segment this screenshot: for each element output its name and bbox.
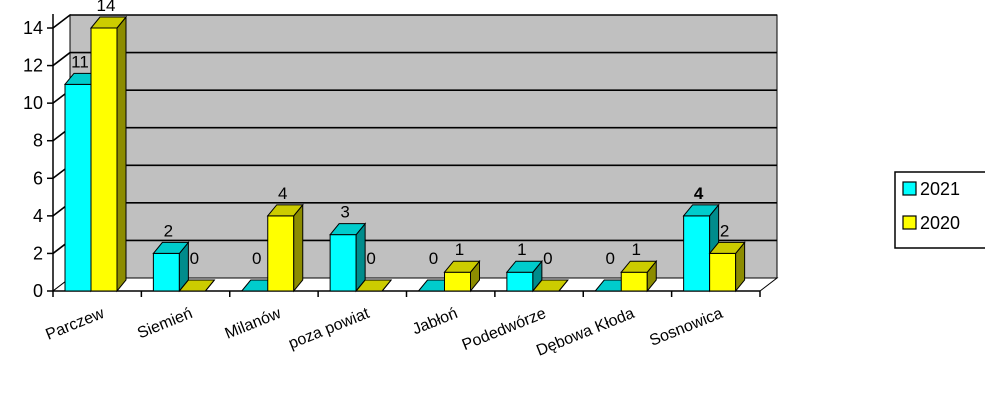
data-label: 0 <box>606 249 615 268</box>
bar-top <box>89 16 128 29</box>
x-tick-label: Siemień <box>135 305 195 342</box>
y-tick-label: 14 <box>23 18 43 38</box>
bar <box>89 15 128 293</box>
data-label: 4 <box>694 184 704 203</box>
legend-entry: 2020 <box>920 213 960 233</box>
y-tick-label: 12 <box>23 56 43 76</box>
data-label: 0 <box>190 249 199 268</box>
bar <box>708 241 746 293</box>
bar-front <box>709 252 737 292</box>
bar-front <box>444 271 471 292</box>
bar <box>355 279 393 292</box>
bar-front <box>64 83 92 292</box>
bar <box>178 279 216 292</box>
bar <box>505 259 543 293</box>
bar-front <box>683 215 711 292</box>
x-tick-label: poza powiat <box>286 305 372 353</box>
y-tick-labels: 0 2 4 6 8 10 12 14 <box>23 18 43 301</box>
bar-front <box>152 252 180 292</box>
data-label: 11 <box>71 52 89 71</box>
data-label: 0 <box>366 249 375 268</box>
x-tick-labels: Parczew Siemień Milanów poza powiat Jabłoń Po… <box>43 305 725 360</box>
y-tick-label: 2 <box>33 243 43 263</box>
bar-top <box>620 260 658 273</box>
bar <box>531 279 569 292</box>
x-tick-label: Jabłoń <box>410 305 460 338</box>
legend-swatch <box>902 215 917 230</box>
data-label: 0 <box>429 249 438 268</box>
bar-side <box>293 203 304 293</box>
x-tick-label: Sosnowica <box>647 305 725 350</box>
bar <box>266 203 304 293</box>
bar-top <box>505 260 543 273</box>
data-label: 2 <box>720 221 729 240</box>
gridline <box>52 51 777 67</box>
x-tick-label: Dębowa Kłoda <box>534 305 637 360</box>
y-tick-label: 4 <box>33 206 43 226</box>
bar-top <box>152 241 190 254</box>
data-label: 3 <box>340 203 349 222</box>
bars <box>63 15 746 293</box>
x-tick-label: Milanów <box>223 305 284 343</box>
bar-top <box>708 241 746 254</box>
bar-front <box>90 27 118 292</box>
legend-entry: 2021 <box>920 179 960 199</box>
bar <box>443 259 481 293</box>
bar-side <box>116 15 127 293</box>
data-label: 0 <box>543 249 552 268</box>
bar-top <box>355 279 393 292</box>
y-tick-label: 0 <box>33 281 43 301</box>
bar <box>152 241 190 293</box>
y-tick-label: 6 <box>33 168 43 188</box>
bar <box>329 222 367 293</box>
bar-top <box>266 204 304 217</box>
legend-box <box>894 171 985 249</box>
bar-front <box>329 234 357 292</box>
data-label: 14 <box>97 0 116 15</box>
bar-top <box>682 204 720 217</box>
y-tick-label: 8 <box>33 131 43 151</box>
data-label: 1 <box>517 240 526 259</box>
bar-top <box>443 260 481 273</box>
x-tick-label: Parczew <box>43 305 107 344</box>
legend-swatch <box>902 181 917 196</box>
data-label: 1 <box>455 240 464 259</box>
bar-front <box>620 271 648 292</box>
bar-top <box>329 223 367 236</box>
bar-top <box>531 279 569 292</box>
bar-front <box>506 271 534 292</box>
data-label: 0 <box>252 249 261 268</box>
data-label: 1 <box>632 240 641 259</box>
y-tick-label: 10 <box>23 93 43 113</box>
legend: 2021 2020 <box>894 171 985 249</box>
back-wall <box>69 14 778 279</box>
bar-front <box>267 215 295 292</box>
bar <box>620 259 658 293</box>
bar-top <box>178 279 216 292</box>
gridline <box>52 14 777 29</box>
data-label: 2 <box>164 221 173 240</box>
data-label: 4 <box>278 184 287 203</box>
